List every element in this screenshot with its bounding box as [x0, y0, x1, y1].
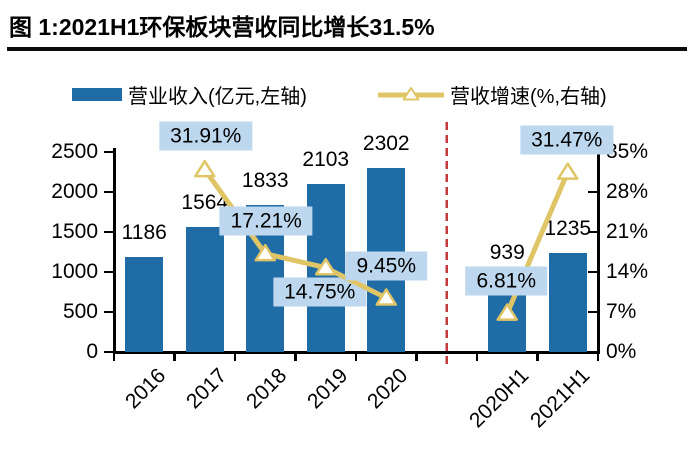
bar-value-label-2016: 1186	[121, 221, 167, 245]
triangle-marker-2017	[194, 159, 216, 178]
x-tick	[173, 352, 176, 361]
y-tick-right	[588, 350, 598, 354]
bar-2021H1	[548, 253, 587, 352]
bar-value-label-2021H1: 1235	[544, 217, 592, 241]
y-axis-label-left: 500	[62, 300, 98, 323]
y-axis-label-right: 21%	[606, 220, 649, 243]
y-axis-left	[112, 148, 116, 354]
y-tick-left	[104, 190, 114, 194]
x-axis-label-2021H1: 2021H1	[525, 364, 595, 433]
legend-label-growth: 营收增速(%,右轴)	[450, 85, 607, 108]
y-axis-label-left: 0	[86, 340, 98, 363]
y-axis-label-left: 1000	[51, 260, 98, 283]
y-axis-label-right: 7%	[606, 300, 637, 323]
x-tick	[354, 352, 358, 361]
x-axis-label-2017: 2017	[181, 364, 232, 414]
x-tick	[112, 352, 116, 361]
bar-value-label-2020: 2302	[362, 131, 410, 155]
y-axis-label-right: 35%	[606, 140, 649, 163]
growth-label-2021H1: 31.47%	[520, 125, 614, 155]
x-tick	[536, 352, 539, 361]
y-axis-right	[596, 148, 600, 354]
y-axis-label-left: 2500	[51, 140, 98, 163]
x-tick	[475, 352, 479, 361]
x-tick	[233, 352, 237, 361]
legend-item-growth: 营收增速(%,右轴)	[376, 80, 607, 108]
figure-title: 图 1:2021H1环保板块营收同比增长31.5%	[9, 14, 435, 40]
x-axis-label-2020: 2020	[363, 364, 413, 414]
bar-value-label-2018: 1833	[241, 169, 289, 193]
growth-label-2019: 14.75%	[273, 277, 367, 307]
title-underline	[7, 47, 687, 51]
y-tick-left	[104, 270, 114, 274]
x-tick	[294, 352, 297, 361]
bar-2016	[125, 257, 164, 352]
legend-item-revenue: 营业收入(亿元,左轴)	[72, 80, 307, 108]
x-tick	[415, 352, 418, 361]
bar-value-label-2019: 2103	[302, 147, 350, 171]
y-axis-label-right: 0%	[606, 340, 637, 363]
legend-label-revenue: 营业收入(亿元,左轴)	[128, 85, 307, 108]
growth-label-2020: 9.45%	[345, 251, 428, 281]
legend: 营业收入(亿元,左轴) 营收增速(%,右轴)	[0, 80, 694, 108]
bar-swatch-icon	[72, 87, 122, 101]
y-tick-left	[104, 150, 114, 154]
x-axis-label-2020H1: 2020H1	[465, 364, 534, 433]
y-axis-label-left: 2000	[51, 180, 98, 203]
bar-2017	[185, 226, 224, 352]
y-axis-label-left: 1500	[51, 220, 98, 243]
y-tick-right	[588, 190, 598, 194]
y-tick-right	[588, 310, 598, 314]
growth-label-2017: 31.91%	[159, 121, 253, 151]
growth-label-2020H1: 6.81%	[465, 266, 548, 296]
x-axis-label-2018: 2018	[242, 364, 292, 414]
y-tick-left	[104, 230, 114, 234]
bar-value-label-2020H1: 939	[489, 240, 525, 264]
y-axis-label-right: 14%	[606, 260, 649, 283]
x-axis-label-2016: 2016	[121, 364, 171, 414]
y-tick-right	[588, 230, 598, 234]
y-tick-right	[588, 270, 598, 274]
y-axis-label-right: 28%	[606, 180, 649, 203]
x-axis-label-2019: 2019	[302, 364, 353, 414]
y-tick-left	[104, 310, 114, 314]
x-tick	[596, 352, 600, 361]
line-swatch-icon	[376, 86, 446, 102]
triangle-marker-2021H1	[557, 162, 579, 180]
growth-label-2018: 17.21%	[219, 206, 313, 236]
y-tick-left	[104, 350, 114, 354]
